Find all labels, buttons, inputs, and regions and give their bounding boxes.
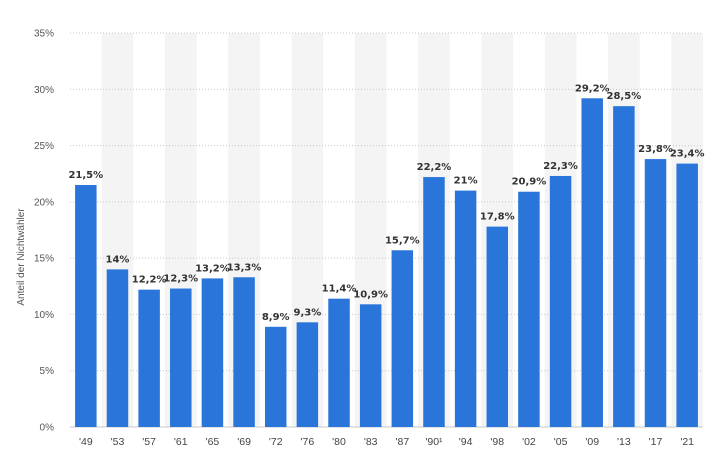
x-tick-label: '65 bbox=[206, 436, 220, 448]
data-label: 13,2% bbox=[195, 263, 230, 274]
bar bbox=[75, 184, 97, 427]
x-tick-label: '61 bbox=[174, 436, 188, 448]
bar bbox=[581, 98, 603, 427]
bar bbox=[233, 277, 255, 427]
data-label: 15,7% bbox=[385, 235, 420, 246]
y-tick-label: 5% bbox=[40, 366, 55, 377]
x-tick-label: '76 bbox=[301, 436, 315, 448]
y-tick-label: 10% bbox=[34, 310, 54, 321]
data-label: 14% bbox=[106, 254, 130, 265]
bar bbox=[613, 106, 635, 428]
bar bbox=[676, 163, 698, 427]
x-tick-label: '53 bbox=[111, 436, 125, 448]
data-label: 8,9% bbox=[262, 312, 290, 323]
bar bbox=[296, 322, 319, 427]
data-label: 12,2% bbox=[132, 275, 167, 286]
data-label: 9,3% bbox=[294, 307, 322, 318]
x-tick-label: '69 bbox=[237, 436, 251, 448]
x-tick-label: '02 bbox=[522, 436, 536, 448]
bars bbox=[75, 98, 698, 428]
x-tick-label: '98 bbox=[490, 436, 504, 448]
bar bbox=[391, 250, 414, 427]
x-tick-label: '94 bbox=[459, 436, 473, 448]
x-tick-label: '72 bbox=[269, 436, 283, 448]
bar bbox=[264, 326, 287, 427]
y-tick-label: 0% bbox=[40, 423, 55, 434]
data-labels: 21,5% 14%12,2%12,3%13,2%13,3% 8,9% 9,3% 11,4… bbox=[68, 83, 704, 323]
data-label: 11,4% bbox=[322, 284, 357, 295]
bar bbox=[328, 298, 350, 427]
bar bbox=[518, 191, 540, 427]
bar bbox=[454, 190, 477, 427]
data-label: 23,4% bbox=[670, 149, 705, 160]
x-tick-label: '13 bbox=[617, 436, 631, 448]
x-tick-label: '17 bbox=[649, 436, 663, 448]
x-axis-ticks: '49 '53 '57 '61 '65 '69 '72 '76 '80 '83 '87 '90¹ '94… bbox=[79, 436, 694, 448]
data-label: 20,9% bbox=[512, 177, 547, 188]
data-label: 29,2% bbox=[575, 83, 610, 94]
data-label: 17,8% bbox=[480, 212, 515, 223]
y-axis-ticks: 0% 5% 10% 15% 20% 25% 30% 35% bbox=[34, 29, 54, 434]
x-tick-label: '83 bbox=[364, 436, 378, 448]
y-tick-label: 25% bbox=[34, 141, 54, 152]
bar bbox=[201, 278, 224, 427]
data-label: 28,5% bbox=[607, 91, 642, 102]
y-tick-label: 20% bbox=[34, 197, 54, 208]
data-label: 10,9% bbox=[353, 289, 388, 300]
y-tick-label: 30% bbox=[34, 85, 54, 96]
data-label: 21% bbox=[454, 176, 478, 187]
data-label: 21,5% bbox=[68, 170, 103, 181]
x-tick-label: '90¹ bbox=[425, 436, 443, 448]
bar bbox=[106, 269, 129, 427]
bar bbox=[359, 304, 382, 427]
x-tick-label: '87 bbox=[395, 436, 409, 448]
x-tick-label: '05 bbox=[554, 436, 568, 448]
x-tick-label: '80 bbox=[332, 436, 346, 448]
bar bbox=[549, 175, 572, 427]
data-label: 13,3% bbox=[227, 262, 262, 273]
bar bbox=[486, 226, 509, 427]
bar bbox=[423, 177, 445, 427]
data-label: 23,8% bbox=[638, 144, 673, 155]
y-tick-label: 35% bbox=[34, 29, 54, 40]
bar bbox=[644, 159, 667, 427]
x-tick-label: '49 bbox=[79, 436, 93, 448]
y-tick-label: 15% bbox=[34, 254, 54, 265]
data-label: 12,3% bbox=[163, 274, 198, 285]
y-axis-title: Anteil der Nichtwähler bbox=[16, 208, 27, 306]
bar bbox=[170, 288, 192, 427]
x-tick-label: '57 bbox=[142, 436, 156, 448]
bar bbox=[138, 289, 160, 427]
data-label: 22,3% bbox=[543, 161, 578, 172]
x-tick-label: '09 bbox=[585, 436, 599, 448]
x-tick-label: '21 bbox=[680, 436, 694, 448]
data-label: 22,2% bbox=[417, 162, 452, 173]
